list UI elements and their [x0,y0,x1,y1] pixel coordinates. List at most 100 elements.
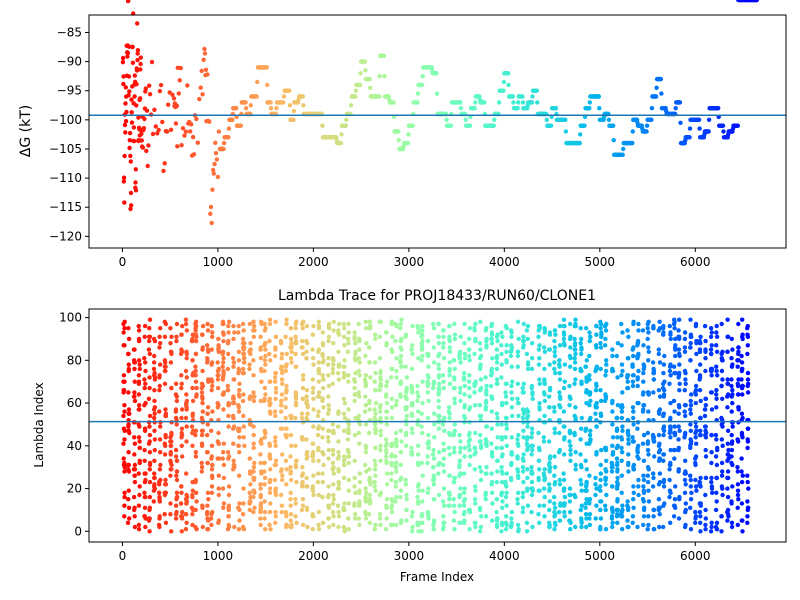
lambda-point [416,409,421,414]
lambda-point [183,497,189,502]
lambda-point [378,443,383,448]
lambda-point [262,385,268,391]
lambda-point [729,377,734,382]
delta-g-point [129,110,134,115]
lambda-point [661,484,667,489]
lambda-point [346,516,351,521]
lambda-point [573,321,578,327]
lambda-point [442,520,447,525]
lambda-point [372,415,377,421]
lambda-point [656,351,661,357]
lambda-point [190,494,195,500]
lambda-point [693,509,698,515]
lambda-point [398,488,404,493]
lambda-point [472,467,477,472]
delta-g-point [123,130,128,135]
lambda-point [557,394,563,399]
lambda-point [525,360,531,365]
lambda-point [656,347,661,352]
lambda-point [326,516,331,521]
lambda-point [415,520,420,525]
lambda-point [668,447,673,453]
lambda-point [122,469,127,474]
lambda-point [393,484,398,489]
lambda-point [280,452,285,457]
lambda-point [494,356,499,361]
lambda-point [279,467,284,472]
lambda-point [462,445,468,451]
lambda-point [588,428,593,433]
lambda-point [152,428,157,433]
lambda-point [289,349,294,354]
lambda-point [746,486,751,491]
lambda-point [619,343,624,348]
lambda-point [259,379,264,384]
lambda-point [174,497,179,502]
lambda-point [745,390,751,395]
lambda-point [259,368,264,374]
lambda-point [346,501,351,506]
lambda-point [547,362,552,367]
delta-g-point [139,131,144,136]
lambda-point [578,477,583,483]
lambda-point [673,353,678,359]
lambda-point [478,353,484,359]
lambda-point [404,385,409,391]
delta-g-point [511,100,516,105]
lambda-point [152,415,157,421]
lambda-point [440,345,446,350]
lambda-point [242,360,247,365]
lambda-point [304,388,310,393]
lambda-point [158,462,163,468]
lambda-point [472,390,477,395]
lambda-point [419,514,424,519]
lambda-point [372,467,378,472]
lambda-point [473,484,478,489]
lambda-point [122,494,127,500]
lambda-point [231,424,237,429]
lambda-point [326,356,331,361]
lambda-point [458,520,463,525]
lambda-point [157,383,162,389]
lambda-point [588,334,593,339]
lambda-point [152,447,157,453]
lambda-point [259,321,264,327]
lambda-point [631,353,636,359]
lambda-point [152,370,157,376]
lambda-point [689,334,694,339]
lambda-point [646,392,651,397]
lambda-point [542,467,547,472]
lambda-point [499,343,504,348]
delta-g-point [353,94,358,99]
lambda-point [320,396,325,401]
lambda-point [389,509,395,515]
lambda-point [635,375,640,380]
lambda-point [404,518,409,523]
lambda-point [121,456,126,461]
lambda-point [366,512,372,517]
lambda-point [331,471,336,476]
lambda-point [725,518,730,523]
lambda-point [267,509,273,515]
lambda-point [330,422,336,427]
lambda-point [552,465,558,470]
lambda-point [568,458,573,463]
lambda-point [200,394,205,399]
lambda-point [537,488,542,493]
lambda-point [193,477,198,483]
lambda-point [363,445,369,451]
lambda-point [158,424,163,429]
lambda-point [457,349,463,354]
delta-g-point [135,51,140,56]
lambda-point [468,454,473,459]
lambda-point [593,475,598,481]
delta-g-point [382,74,387,79]
lambda-point [635,426,640,431]
lambda-point [537,381,542,386]
lambda-point [403,477,408,483]
lambda-point [709,479,714,485]
lambda-point [714,388,719,393]
lambda-point [126,326,131,331]
lambda-point [378,490,384,495]
lambda-point [304,356,309,361]
